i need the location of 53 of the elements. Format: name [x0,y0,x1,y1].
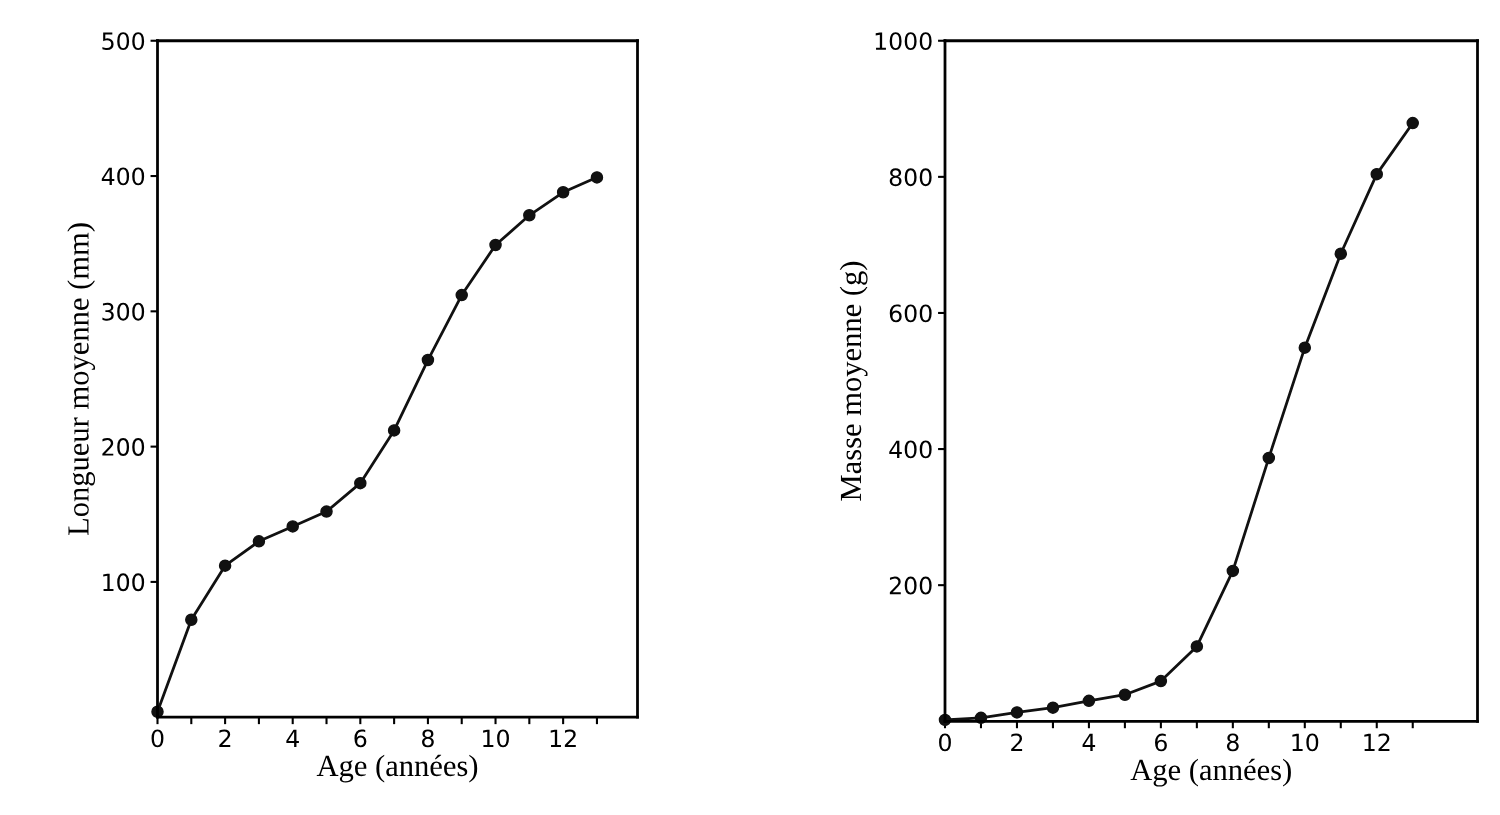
point [556,186,570,199]
point [1226,564,1240,578]
x-tick-label: 8 [1226,733,1239,752]
x-tick-label: 0 [939,733,951,752]
x-tick-label: 2 [1011,733,1023,752]
point [489,238,502,252]
point [218,559,232,572]
x-tick-label: 0 [151,729,164,748]
x-tick-label: 6 [1155,733,1167,752]
point [1046,701,1060,714]
point [1334,247,1348,261]
x-tick-label: 6 [354,729,367,748]
point [1370,167,1384,181]
x-tick-label: 10 [483,729,509,748]
point [185,613,198,627]
point [1154,674,1168,688]
point [252,535,266,548]
point [286,520,299,533]
x-tick-label: 2 [219,729,231,747]
point [1010,706,1024,719]
x-tick-label: 4 [286,729,299,747]
x-tick-label: 8 [422,729,434,748]
x-tick-label: 12 [1364,733,1390,752]
point [1082,694,1096,708]
y-tick-label: 600 [889,304,932,323]
point [421,353,435,367]
x-axis-title: Age (années) [1130,758,1291,787]
y-axis-title: Longueur moyenne (mm) [67,223,96,536]
point [1190,640,1204,653]
point [1298,341,1312,354]
x-tick-label: 12 [550,729,576,747]
x-tick-label: 4 [1082,733,1096,752]
y-tick-label: 500 [102,32,145,51]
point [1262,451,1276,465]
y-tick-label: 400 [889,440,932,459]
point [320,505,333,518]
y-tick-label: 100 [103,573,145,592]
y-tick-label: 800 [889,168,932,187]
point [590,171,604,184]
point [455,288,468,302]
x-axis-title: Age (années) [316,754,478,783]
point [1118,688,1132,701]
point [523,209,536,222]
point [354,476,367,490]
y-tick-label: 400 [101,167,145,186]
y-axis-title: Masse moyenne (g) [839,261,868,501]
y-tick-label: 200 [102,438,145,456]
y-tick-label: 200 [889,576,932,595]
y-tick-label: 1000 [875,32,932,51]
point [1406,116,1419,130]
y-tick-label: 300 [102,302,145,321]
x-tick-label: 10 [1292,733,1319,752]
point [387,424,401,437]
